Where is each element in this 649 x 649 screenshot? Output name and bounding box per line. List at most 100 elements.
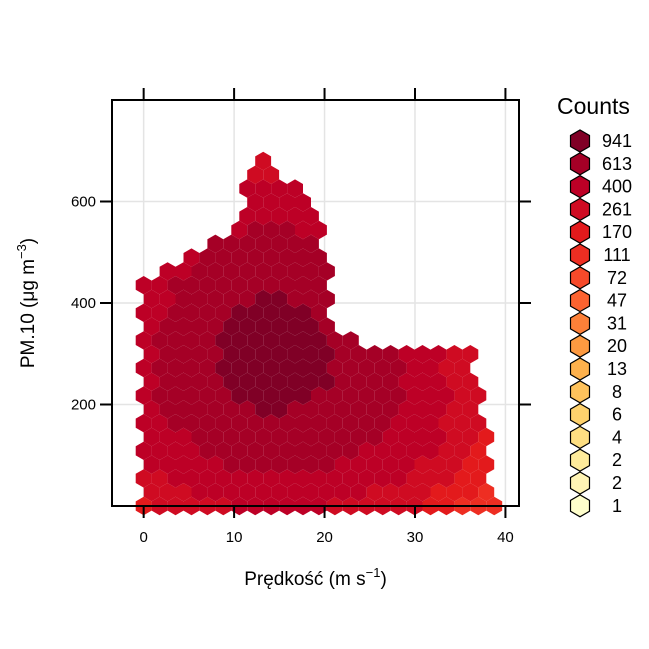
hex-cell xyxy=(271,234,288,253)
hex-cell xyxy=(151,386,168,405)
legend-label: 170 xyxy=(602,222,632,242)
hex-cell xyxy=(151,331,168,350)
hex-cell xyxy=(159,345,176,364)
hex-cell xyxy=(446,372,463,391)
hex-cell xyxy=(215,469,232,488)
hex-cell xyxy=(366,455,383,474)
hex-cell xyxy=(311,414,327,433)
hex-cell xyxy=(191,372,208,391)
hex-cell xyxy=(231,386,248,405)
hex-cell xyxy=(430,372,447,391)
hexbin-cells xyxy=(135,151,503,516)
hex-cell xyxy=(279,441,295,460)
hex-cell xyxy=(318,345,335,364)
hex-cell xyxy=(175,372,192,391)
hex-cell xyxy=(207,455,224,474)
legend-swatch xyxy=(569,152,591,176)
hex-cell xyxy=(239,289,256,309)
hex-cell xyxy=(199,303,216,322)
hex-cell xyxy=(263,414,280,433)
hex-cell xyxy=(183,276,200,295)
hex-cell xyxy=(207,372,224,391)
hex-cell xyxy=(263,248,280,267)
hex-cell xyxy=(430,345,447,364)
hex-cell xyxy=(183,386,200,405)
hex-cell xyxy=(390,386,407,405)
hex-cell xyxy=(478,483,495,502)
hex-cell xyxy=(215,248,232,267)
hex-cell xyxy=(255,400,272,419)
hex-cell xyxy=(191,289,208,309)
hex-cell xyxy=(159,262,176,281)
hex-cell xyxy=(167,331,184,350)
hex-cell xyxy=(255,151,272,171)
hex-cell xyxy=(135,441,152,460)
hex-cell xyxy=(382,483,399,502)
hex-cell xyxy=(295,358,311,378)
legend-swatch xyxy=(569,448,591,472)
hex-cell xyxy=(143,400,160,419)
hex-cell xyxy=(311,386,327,405)
hex-cell xyxy=(183,469,200,488)
hex-cell xyxy=(350,455,367,474)
hex-cell xyxy=(358,414,375,433)
hex-cell xyxy=(454,441,471,460)
hex-cell xyxy=(287,234,303,253)
hex-cell xyxy=(255,317,272,336)
hex-cell xyxy=(374,386,391,405)
hex-cell xyxy=(414,372,431,391)
hex-cell xyxy=(342,469,359,488)
hex-cell xyxy=(231,331,248,350)
hex-cell xyxy=(175,289,192,309)
hex-cell xyxy=(223,262,240,281)
hex-cell xyxy=(342,441,359,460)
legend-swatch xyxy=(569,494,591,518)
hex-cell xyxy=(398,455,415,474)
hex-cell xyxy=(279,331,295,350)
hex-cell xyxy=(279,358,295,378)
hex-cell xyxy=(199,441,216,460)
hex-cell xyxy=(255,179,272,198)
hex-cell xyxy=(271,400,288,419)
legend-swatch xyxy=(569,380,591,404)
hex-cell xyxy=(135,331,152,350)
hex-cell xyxy=(326,331,343,350)
hex-cell xyxy=(271,427,288,447)
hex-cell xyxy=(231,276,248,295)
hex-cell xyxy=(143,345,160,364)
legend-label: 613 xyxy=(602,154,632,174)
legend-label: 47 xyxy=(607,291,627,311)
hex-cell xyxy=(358,469,375,488)
hex-cell xyxy=(350,400,367,419)
hex-cell xyxy=(454,386,471,405)
hex-cell xyxy=(247,193,264,212)
hex-cell xyxy=(462,345,479,364)
hex-cell xyxy=(207,289,224,309)
hex-cell xyxy=(263,165,280,184)
hex-cell xyxy=(438,358,455,378)
hex-cell xyxy=(279,414,295,433)
hex-cell xyxy=(287,455,303,474)
hex-cell xyxy=(350,372,367,391)
hex-cell xyxy=(422,441,439,460)
hex-cell xyxy=(159,289,176,309)
hex-cell xyxy=(326,358,343,378)
hex-cell xyxy=(414,427,431,447)
hex-cell xyxy=(303,372,319,391)
hex-cell xyxy=(454,358,471,378)
hex-cell xyxy=(350,427,367,447)
hex-cell xyxy=(366,372,383,391)
hex-cell xyxy=(287,289,303,309)
hex-cell xyxy=(438,414,455,433)
hex-cell xyxy=(303,234,319,253)
legend-swatch xyxy=(569,220,591,244)
hex-cell xyxy=(247,331,264,350)
hex-cell xyxy=(191,262,208,281)
hex-cell xyxy=(470,414,487,433)
hex-cell xyxy=(231,220,248,240)
hex-cell xyxy=(358,441,375,460)
hex-cell xyxy=(287,317,303,336)
hex-cell xyxy=(207,427,224,447)
hex-cell xyxy=(143,289,160,309)
hex-cell xyxy=(406,386,423,405)
